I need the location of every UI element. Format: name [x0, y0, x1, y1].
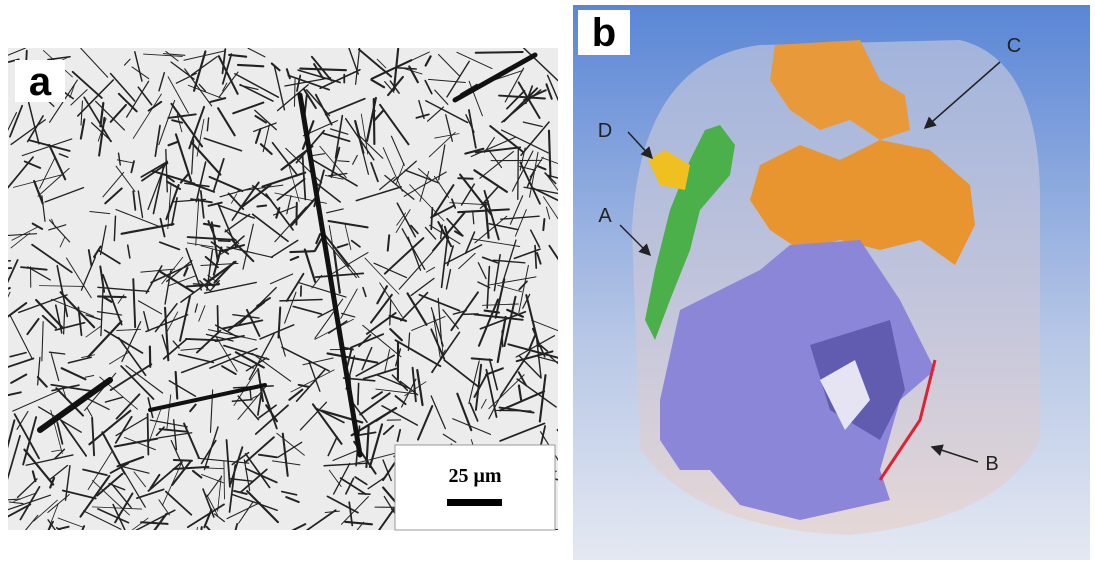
needle	[463, 314, 478, 315]
needle	[558, 430, 566, 438]
needle	[0, 261, 10, 262]
needle	[174, 460, 192, 461]
needle	[458, 178, 472, 179]
needle	[431, 208, 432, 229]
panel-a: a 25 μm	[0, 48, 581, 564]
scale-box	[395, 445, 555, 530]
needle	[476, 52, 523, 53]
annotation: A	[598, 205, 612, 227]
needle	[218, 306, 219, 333]
needle	[359, 494, 370, 495]
needle	[207, 527, 241, 564]
scale-text: 25 μm	[449, 465, 502, 487]
needle	[543, 219, 544, 230]
scale-bar	[447, 499, 502, 506]
needle	[257, 206, 266, 207]
figure: a 25 μm b A B C D	[0, 0, 1095, 564]
panel-label: b	[592, 11, 616, 55]
needle	[63, 526, 84, 564]
annotation: B	[985, 453, 998, 475]
needle	[219, 241, 231, 242]
needle	[148, 414, 149, 455]
annotation: C	[1007, 35, 1021, 57]
needle	[358, 383, 359, 404]
panel-label: a	[29, 60, 52, 104]
needle	[187, 527, 198, 564]
needle	[224, 461, 225, 499]
annotation: D	[598, 120, 612, 142]
needle	[290, 251, 313, 252]
needle	[518, 148, 519, 200]
needle	[238, 65, 263, 66]
panel-b: b A B C D	[573, 5, 1090, 560]
needle	[294, 79, 295, 106]
